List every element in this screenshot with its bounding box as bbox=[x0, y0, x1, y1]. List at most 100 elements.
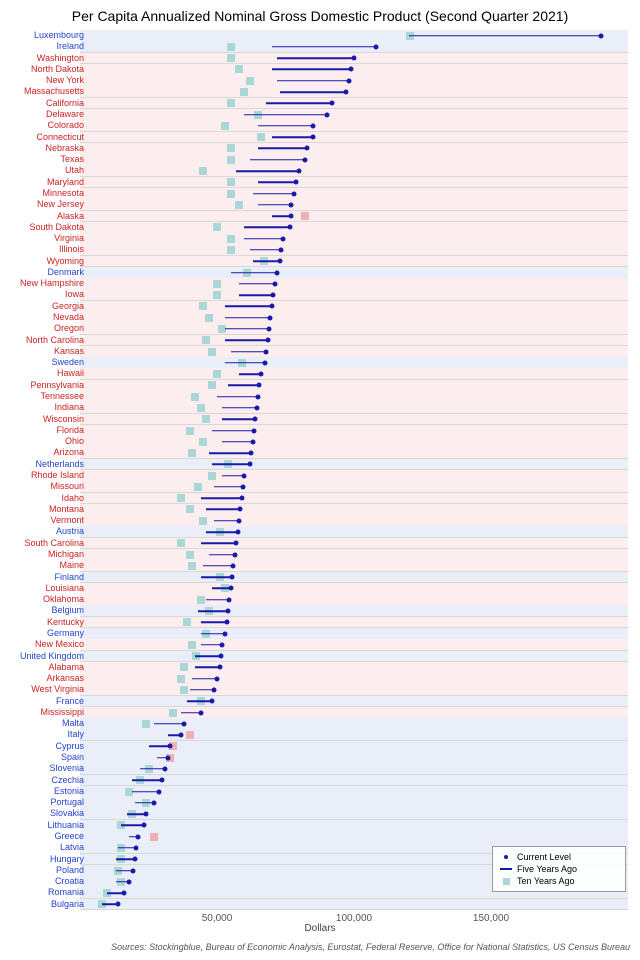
five-year-line bbox=[244, 114, 326, 116]
current-dot bbox=[302, 157, 307, 162]
current-dot bbox=[264, 349, 269, 354]
five-year-line bbox=[222, 407, 256, 409]
current-dot bbox=[182, 721, 187, 726]
data-row bbox=[80, 75, 628, 86]
legend-label: Ten Years Ago bbox=[517, 876, 575, 886]
y-axis-label: Michigan bbox=[6, 549, 88, 560]
current-dot bbox=[324, 112, 329, 117]
y-axis-label: Cyprus bbox=[6, 741, 88, 752]
y-axis-label: Indiana bbox=[6, 402, 88, 413]
sources-text: Sources: Stockingblue, Bureau of Economi… bbox=[0, 942, 638, 952]
data-row bbox=[80, 583, 628, 594]
current-dot bbox=[352, 56, 357, 61]
current-dot bbox=[271, 293, 276, 298]
five-year-line bbox=[212, 464, 250, 466]
y-axis-label: Wisconsin bbox=[6, 414, 88, 425]
five-year-line bbox=[209, 554, 235, 556]
data-row bbox=[80, 617, 628, 628]
five-year-line bbox=[225, 328, 269, 330]
current-dot bbox=[116, 902, 121, 907]
data-row bbox=[80, 763, 628, 774]
data-row bbox=[80, 30, 628, 41]
data-row bbox=[80, 797, 628, 808]
data-row bbox=[80, 199, 628, 210]
current-dot bbox=[297, 169, 302, 174]
current-dot bbox=[168, 744, 173, 749]
y-axis-label: Poland bbox=[6, 865, 88, 876]
data-row bbox=[80, 786, 628, 797]
current-dot bbox=[209, 699, 214, 704]
five-year-line bbox=[140, 768, 165, 770]
five-year-line bbox=[201, 622, 227, 624]
data-row bbox=[80, 109, 628, 120]
current-dot bbox=[127, 879, 132, 884]
y-axis-label: Oklahoma bbox=[6, 594, 88, 605]
current-dot bbox=[131, 868, 136, 873]
current-dot bbox=[231, 563, 236, 568]
current-dot bbox=[224, 620, 229, 625]
y-axis-label: Wyoming bbox=[6, 256, 88, 267]
data-row bbox=[80, 447, 628, 458]
five-year-line bbox=[201, 543, 237, 545]
y-axis-label: Pennsylvania bbox=[6, 380, 88, 391]
ten-year-marker bbox=[227, 99, 235, 107]
y-axis-label: Texas bbox=[6, 154, 88, 165]
line-icon bbox=[500, 868, 512, 870]
five-year-line bbox=[250, 159, 305, 161]
data-row bbox=[80, 267, 628, 278]
current-dot bbox=[247, 462, 252, 467]
current-dot bbox=[241, 484, 246, 489]
data-row bbox=[80, 729, 628, 740]
y-axis-label: Portugal bbox=[6, 797, 88, 808]
current-dot bbox=[280, 236, 285, 241]
data-row bbox=[80, 775, 628, 786]
current-dot bbox=[135, 834, 140, 839]
ten-year-marker bbox=[213, 280, 221, 288]
current-dot bbox=[258, 372, 263, 377]
five-year-line bbox=[225, 317, 270, 319]
five-year-line bbox=[236, 170, 299, 172]
ten-year-marker bbox=[169, 709, 177, 717]
current-dot bbox=[279, 247, 284, 252]
ten-year-marker bbox=[202, 415, 210, 423]
legend-item-current: Current Level bbox=[499, 851, 619, 863]
y-axis-label: Kentucky bbox=[6, 617, 88, 628]
x-tick-label: 50,000 bbox=[202, 913, 233, 924]
y-axis-label: Florida bbox=[6, 425, 88, 436]
y-axis-label: Alabama bbox=[6, 662, 88, 673]
data-row bbox=[80, 707, 628, 718]
y-axis-label: South Dakota bbox=[6, 222, 88, 233]
chart-title: Per Capita Annualized Nominal Gross Dome… bbox=[0, 8, 640, 24]
ten-year-marker bbox=[227, 235, 235, 243]
ten-year-marker bbox=[199, 517, 207, 525]
y-axis-label: North Dakota bbox=[6, 64, 88, 75]
five-year-line bbox=[266, 103, 332, 105]
current-dot bbox=[212, 687, 217, 692]
data-row bbox=[80, 459, 628, 470]
y-axis-label: Arkansas bbox=[6, 673, 88, 684]
five-year-line bbox=[154, 723, 184, 725]
five-year-line bbox=[214, 520, 239, 522]
data-row bbox=[80, 526, 628, 537]
y-axis-label: Sweden bbox=[6, 357, 88, 368]
five-year-line bbox=[277, 80, 348, 82]
data-row bbox=[80, 188, 628, 199]
y-axis-label: Bulgaria bbox=[6, 899, 88, 910]
ten-year-marker bbox=[188, 562, 196, 570]
data-row bbox=[80, 335, 628, 346]
current-dot bbox=[151, 800, 156, 805]
current-dot bbox=[198, 710, 203, 715]
y-axis-label: Washington bbox=[6, 53, 88, 64]
y-axis-label: Lithuania bbox=[6, 820, 88, 831]
five-year-line bbox=[409, 35, 601, 37]
data-row bbox=[80, 752, 628, 763]
five-year-line bbox=[225, 340, 267, 342]
data-row bbox=[80, 605, 628, 616]
y-axis-label: Hawaii bbox=[6, 368, 88, 379]
five-year-line bbox=[195, 667, 220, 669]
current-dot bbox=[239, 496, 244, 501]
five-year-line bbox=[272, 69, 351, 71]
ten-year-marker bbox=[188, 449, 196, 457]
current-dot bbox=[121, 891, 126, 896]
ten-year-marker bbox=[213, 291, 221, 299]
